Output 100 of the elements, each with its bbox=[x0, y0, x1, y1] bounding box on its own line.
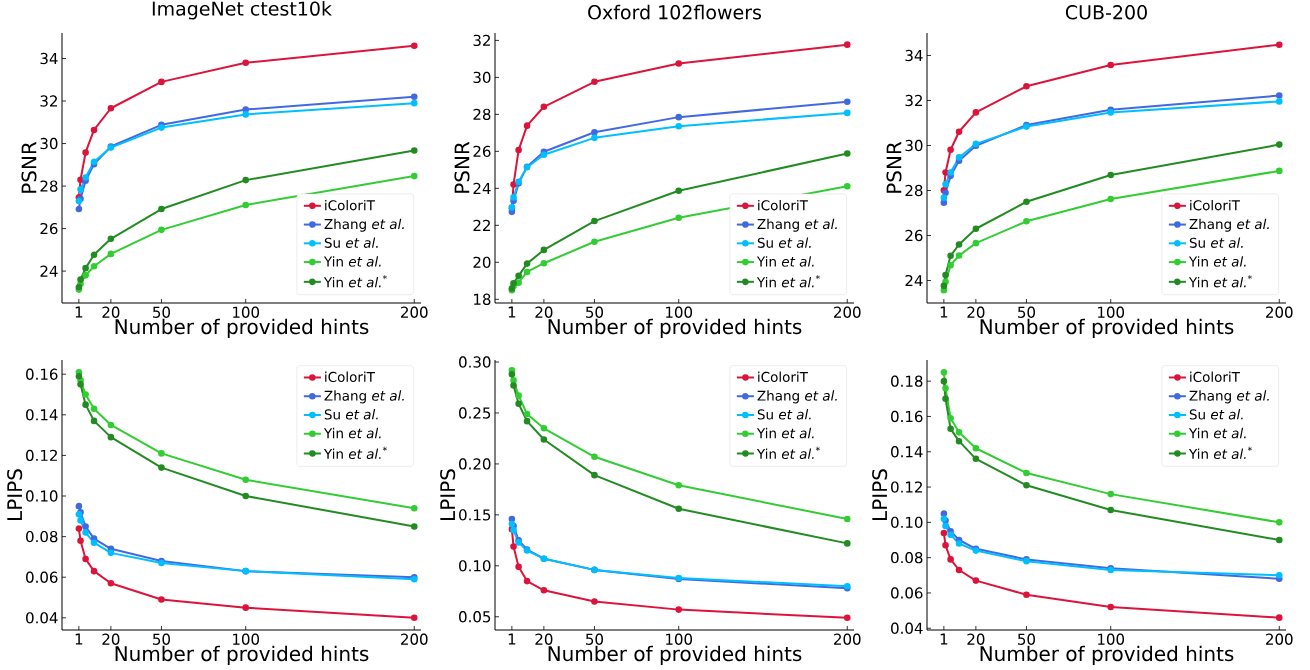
legend-label: iColoriT bbox=[758, 199, 808, 211]
x-tick-label: 100 bbox=[233, 306, 260, 318]
legend-label: Yin et al.$^{*}$ bbox=[756, 446, 820, 460]
legend-label: Yin et al. bbox=[756, 427, 814, 439]
x-tick-label: 200 bbox=[1266, 306, 1293, 318]
y-tick-label: 32 bbox=[40, 95, 57, 107]
y-tick-label: 0.08 bbox=[26, 530, 58, 543]
x-tick-label: 50 bbox=[586, 633, 603, 645]
x-tick-label: 1 bbox=[75, 633, 83, 645]
legend-label: Yin et al.$^{*}$ bbox=[323, 446, 387, 460]
legend-label: Su et al. bbox=[1189, 409, 1243, 420]
y-tick-label: 0.06 bbox=[26, 571, 58, 583]
x-tick-label: 1 bbox=[75, 306, 83, 318]
x-tick-label: 50 bbox=[153, 306, 170, 318]
y-tick-label: 0.04 bbox=[26, 612, 58, 624]
x-tick-label: 1 bbox=[508, 306, 516, 318]
x-tick-label: 200 bbox=[1266, 633, 1293, 645]
y-tick-label: 0.16 bbox=[891, 410, 923, 423]
legend-label: Yin et al. bbox=[756, 256, 814, 267]
y-axis-title: PSNR bbox=[21, 141, 37, 193]
y-tick-label: 0.14 bbox=[26, 409, 58, 421]
x-tick-label: 100 bbox=[1098, 306, 1125, 318]
y-tick-label: 24 bbox=[905, 274, 923, 287]
legend-label: Zhang et al. bbox=[1189, 390, 1269, 404]
x-tick-label: 20 bbox=[535, 633, 553, 645]
x-axis-title: Number of provided hints bbox=[115, 645, 369, 666]
y-tick-label: 24 bbox=[473, 182, 491, 194]
legend-label: Su et al. bbox=[324, 237, 378, 248]
y-axis-title: PSNR bbox=[886, 141, 902, 193]
y-tick-label: 30 bbox=[40, 137, 58, 150]
x-tick-label: 20 bbox=[967, 633, 985, 645]
y-tick-label: 22 bbox=[473, 219, 490, 231]
legend-label: Yin et al. bbox=[323, 427, 381, 439]
x-axis-title: Number of provided hints bbox=[548, 318, 802, 339]
legend-label: iColoriT bbox=[1190, 371, 1240, 383]
legend-label: Su et al. bbox=[757, 237, 811, 248]
y-tick-label: 32 bbox=[905, 94, 922, 107]
y-tick-label: 0.30 bbox=[459, 356, 491, 368]
chart-title: CUB-200 bbox=[1065, 5, 1147, 20]
legend-label: iColoriT bbox=[1190, 199, 1240, 211]
y-axis-title: PSNR bbox=[454, 141, 470, 193]
legend-label: Zhang et al. bbox=[324, 390, 404, 404]
y-tick-label: 34 bbox=[905, 49, 923, 62]
legend-label: Yin et al. bbox=[1188, 427, 1246, 439]
legend-label: Yin et al.$^{*}$ bbox=[1188, 446, 1252, 460]
x-axis-title: Number of provided hints bbox=[115, 318, 369, 339]
y-tick-label: 20 bbox=[473, 256, 491, 268]
x-tick-label: 200 bbox=[834, 633, 861, 645]
y-tick-label: 0.08 bbox=[891, 551, 923, 564]
x-tick-label: 200 bbox=[401, 306, 428, 318]
x-tick-label: 200 bbox=[401, 633, 428, 645]
legend-label: Su et al. bbox=[757, 409, 811, 420]
y-tick-label: 0.06 bbox=[891, 587, 923, 599]
legend-label: Zhang et al. bbox=[757, 390, 837, 404]
y-tick-label: 0.10 bbox=[26, 490, 58, 502]
x-tick-label: 1 bbox=[940, 633, 948, 645]
y-tick-label: 28 bbox=[40, 180, 58, 192]
x-tick-label: 20 bbox=[535, 306, 553, 318]
x-tick-label: 50 bbox=[1018, 633, 1035, 645]
legend-label: Zhang et al. bbox=[1189, 218, 1269, 232]
x-tick-label: 200 bbox=[834, 306, 861, 318]
chart-title: Oxford 102flowers bbox=[588, 4, 762, 20]
y-tick-label: 0.10 bbox=[891, 516, 923, 529]
y-tick-label: 34 bbox=[40, 52, 58, 65]
x-tick-label: 50 bbox=[586, 306, 603, 318]
x-tick-label: 100 bbox=[1098, 633, 1125, 645]
x-tick-label: 20 bbox=[967, 306, 985, 318]
x-tick-label: 100 bbox=[666, 306, 693, 318]
y-tick-label: 0.12 bbox=[26, 449, 57, 462]
legend-label: Yin et al. bbox=[323, 256, 381, 267]
y-tick-label: 0.05 bbox=[459, 611, 491, 623]
y-tick-label: 26 bbox=[40, 222, 58, 235]
chart-title: ImageNet ctest10k bbox=[152, 1, 332, 20]
y-tick-label: 30 bbox=[905, 139, 923, 152]
y-tick-label: 0.10 bbox=[459, 560, 491, 572]
y-tick-label: 0.04 bbox=[891, 622, 923, 634]
x-tick-label: 100 bbox=[666, 633, 693, 645]
legend-label: Yin et al. bbox=[1188, 256, 1246, 267]
x-tick-label: 1 bbox=[940, 306, 948, 318]
x-tick-label: 50 bbox=[153, 633, 170, 645]
y-axis-title: LPIPS bbox=[7, 469, 23, 520]
legend-label: iColoriT bbox=[758, 371, 808, 383]
y-tick-label: 0.15 bbox=[459, 509, 491, 521]
y-tick-label: 0.20 bbox=[459, 458, 491, 470]
y-tick-label: 26 bbox=[905, 229, 923, 242]
y-tick-label: 0.14 bbox=[891, 446, 923, 458]
y-tick-label: 32 bbox=[473, 34, 490, 47]
legend-label: Zhang et al. bbox=[324, 218, 404, 232]
x-tick-label: 20 bbox=[102, 306, 120, 318]
x-tick-label: 1 bbox=[508, 633, 516, 645]
y-tick-label: 0.25 bbox=[459, 407, 491, 419]
y-tick-label: 0.18 bbox=[891, 375, 923, 387]
y-tick-label: 26 bbox=[473, 145, 491, 158]
y-tick-label: 30 bbox=[473, 71, 491, 84]
y-tick-label: 28 bbox=[905, 184, 923, 197]
y-axis-title: LPIPS bbox=[872, 469, 888, 520]
legend-label: Yin et al.$^{*}$ bbox=[1188, 274, 1252, 288]
y-tick-label: 0.16 bbox=[26, 368, 58, 380]
legend-label: Su et al. bbox=[1189, 237, 1243, 248]
legend-label: Yin et al.$^{*}$ bbox=[756, 274, 820, 288]
